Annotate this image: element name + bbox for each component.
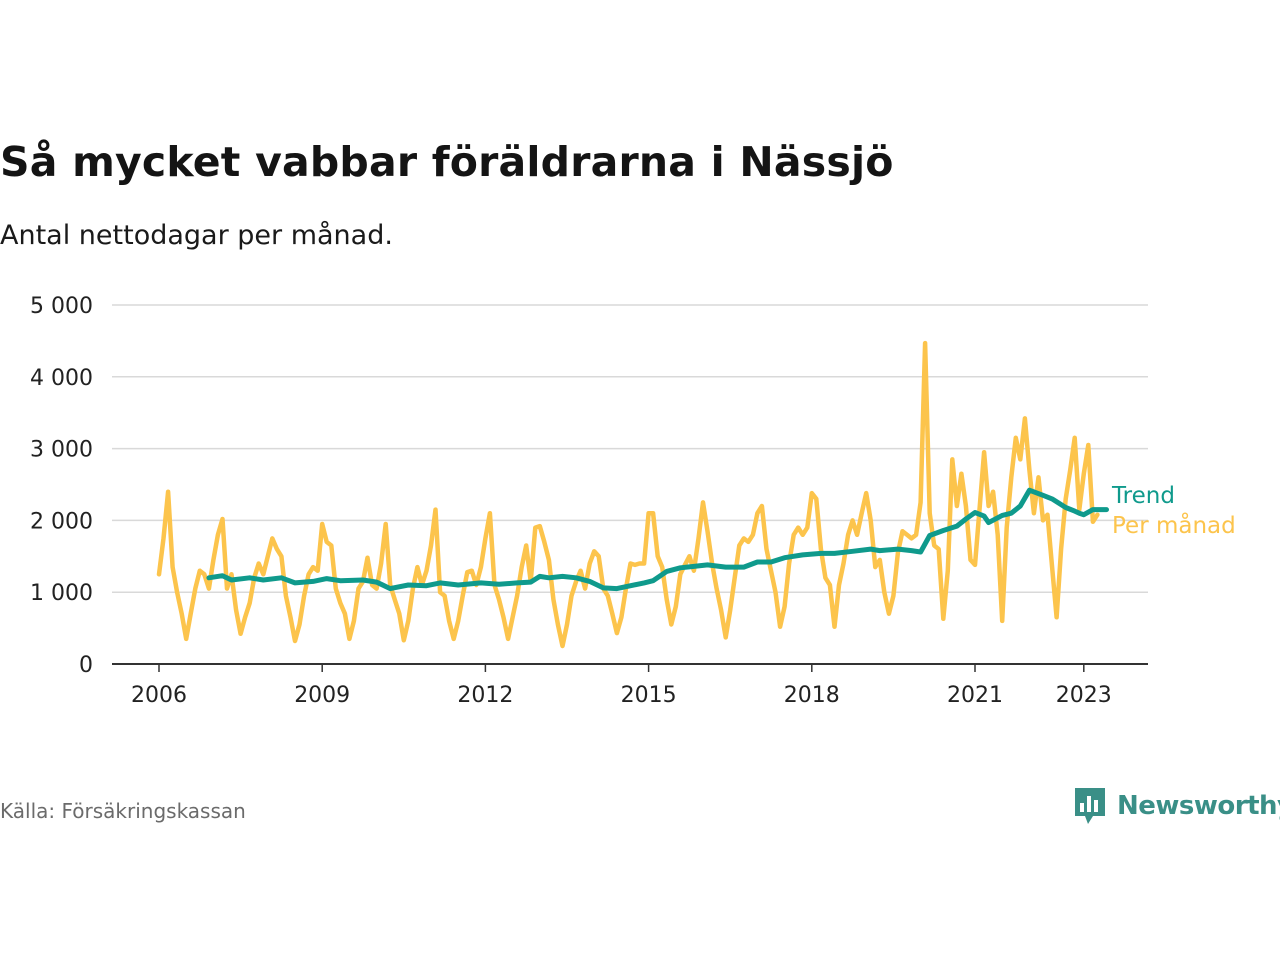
series-label-per-m-nad: Per månad bbox=[1112, 511, 1236, 539]
chart-subtitle: Antal nettodagar per månad. bbox=[0, 220, 393, 251]
x-tick-label: 2012 bbox=[457, 683, 513, 708]
y-tick-label: 4 000 bbox=[30, 366, 93, 391]
series-line-trend bbox=[206, 487, 1109, 592]
x-tick-label: 2023 bbox=[1056, 683, 1112, 708]
series-lines bbox=[156, 340, 1109, 649]
x-tick-label: 2006 bbox=[131, 683, 187, 708]
x-tick-label: 2015 bbox=[621, 683, 677, 708]
newsworthy-logo-icon bbox=[1075, 788, 1105, 824]
source-note: Källa: Försäkringskassan bbox=[0, 799, 246, 823]
brand-logo: Newsworthy bbox=[1073, 786, 1280, 826]
brand-name: Newsworthy bbox=[1117, 791, 1280, 821]
x-tick-label: 2021 bbox=[947, 683, 1003, 708]
series-label-trend: Trend bbox=[1111, 483, 1175, 509]
y-axis-ticks: 0 1 000 2 000 3 000 4 000 5 000 bbox=[30, 294, 93, 678]
y-tick-label: 2 000 bbox=[30, 509, 93, 534]
x-tick-label: 2009 bbox=[294, 683, 350, 708]
y-tick-label: 5 000 bbox=[30, 294, 93, 319]
x-tick-label: 2018 bbox=[784, 683, 840, 708]
y-tick-label: 1 000 bbox=[30, 581, 93, 606]
y-tick-label: 3 000 bbox=[30, 438, 93, 463]
chart-title: Så mycket vabbar föräldrarna i Nässjö bbox=[0, 138, 894, 186]
gridlines bbox=[112, 304, 1148, 665]
series-line-per-m-nad bbox=[156, 340, 1100, 649]
x-axis-ticks: 2006 2009 2012 2015 2018 2021 2023 bbox=[131, 664, 1112, 708]
y-tick-label: 0 bbox=[79, 653, 93, 678]
